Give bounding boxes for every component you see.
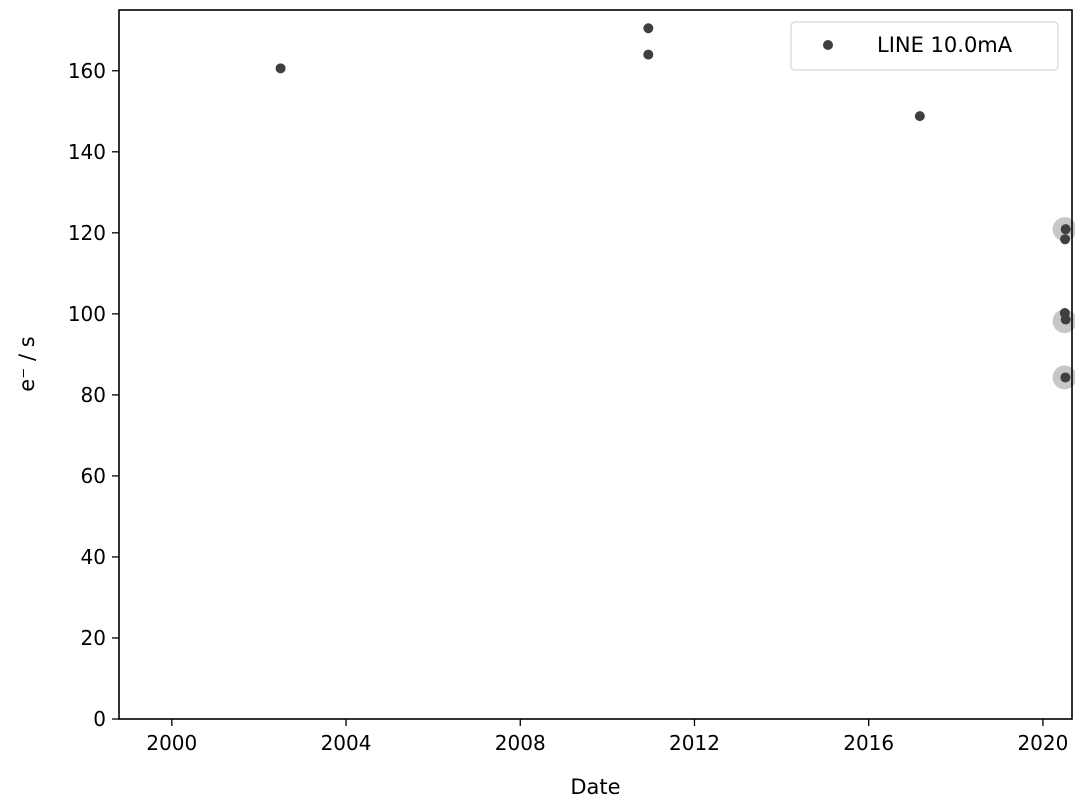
x-tick-label: 2016 (843, 731, 894, 755)
data-point (643, 49, 654, 60)
y-axis-label: e⁻ / s (15, 336, 39, 391)
data-point (275, 63, 286, 74)
y-tick-label: 0 (93, 707, 106, 731)
x-tick-label: 2000 (146, 731, 197, 755)
data-point (914, 111, 925, 122)
y-tick-label: 120 (68, 221, 106, 245)
x-tick-label: 2008 (495, 731, 546, 755)
y-tick-label: 80 (81, 383, 106, 407)
x-tick-label: 2004 (321, 731, 372, 755)
legend-marker (823, 40, 833, 50)
x-axis-label: Date (570, 775, 620, 799)
legend-box (790, 21, 1059, 71)
y-tick-label: 100 (68, 302, 106, 326)
data-points (275, 23, 1071, 383)
y-tick-label: 140 (68, 140, 106, 164)
data-point (1060, 234, 1071, 245)
legend: LINE 10.0mA (790, 21, 1059, 71)
data-point (1060, 224, 1071, 235)
data-point (643, 23, 654, 34)
plot-frame (118, 9, 1073, 720)
data-point (1060, 372, 1071, 383)
y-axis-ticks: 0 20 40 60 80 100 120 140 160 (68, 59, 119, 731)
legend-entry-label: LINE 10.0mA (877, 33, 1013, 57)
y-tick-label: 40 (81, 545, 106, 569)
x-tick-label: 2020 (1017, 731, 1068, 755)
data-point (1060, 314, 1071, 325)
y-tick-label: 160 (68, 59, 106, 83)
x-axis-ticks: 2000 2004 2008 2012 2016 2020 (146, 719, 1068, 755)
x-tick-label: 2012 (669, 731, 720, 755)
y-tick-label: 20 (81, 626, 106, 650)
y-tick-label: 60 (81, 464, 106, 488)
